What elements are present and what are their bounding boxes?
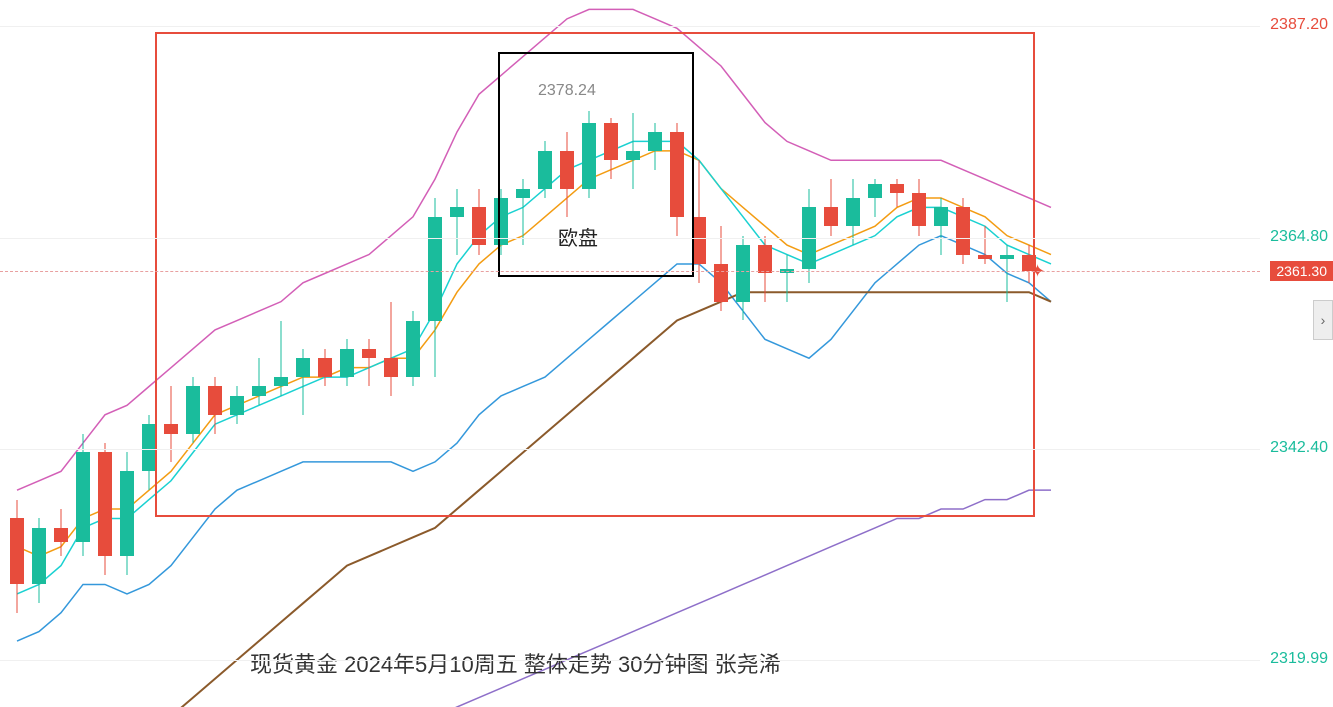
candlestick bbox=[142, 0, 156, 707]
current-price-tag: 2361.30 bbox=[1270, 261, 1333, 281]
candlestick bbox=[54, 0, 68, 707]
price-axis: 2387.20 2364.80 2342.40 2319.99 2361.30 › bbox=[1260, 0, 1333, 707]
chevron-right-icon: › bbox=[1321, 312, 1326, 328]
axis-price-label: 2364.80 bbox=[1270, 228, 1328, 246]
expand-panel-button[interactable]: › bbox=[1313, 300, 1333, 340]
high-price-label: 2378.24 bbox=[538, 82, 596, 100]
chart-caption: 现货黄金 2024年5月10周五 整体走势 30分钟图 张尧浠 bbox=[250, 647, 781, 679]
grid-line bbox=[0, 449, 1260, 450]
session-annotation: 欧盘 bbox=[558, 222, 598, 251]
candlestick bbox=[32, 0, 46, 707]
grid-line bbox=[0, 660, 1260, 661]
candlestick bbox=[10, 0, 24, 707]
candlestick bbox=[120, 0, 134, 707]
candlestick bbox=[76, 0, 90, 707]
current-price-line bbox=[0, 271, 1260, 272]
grid-line bbox=[0, 26, 1260, 27]
candlestick bbox=[98, 0, 112, 707]
plot-area[interactable]: 2378.24 欧盘 ✦ 现货黄金 2024年5月10周五 整体走势 30分钟图… bbox=[0, 0, 1260, 707]
axis-price-label: 2387.20 bbox=[1270, 16, 1328, 34]
axis-price-label: 2342.40 bbox=[1270, 439, 1328, 457]
chart-container: 2378.24 欧盘 ✦ 现货黄金 2024年5月10周五 整体走势 30分钟图… bbox=[0, 0, 1333, 707]
grid-line bbox=[0, 238, 1260, 239]
axis-price-label: 2319.99 bbox=[1270, 650, 1328, 668]
